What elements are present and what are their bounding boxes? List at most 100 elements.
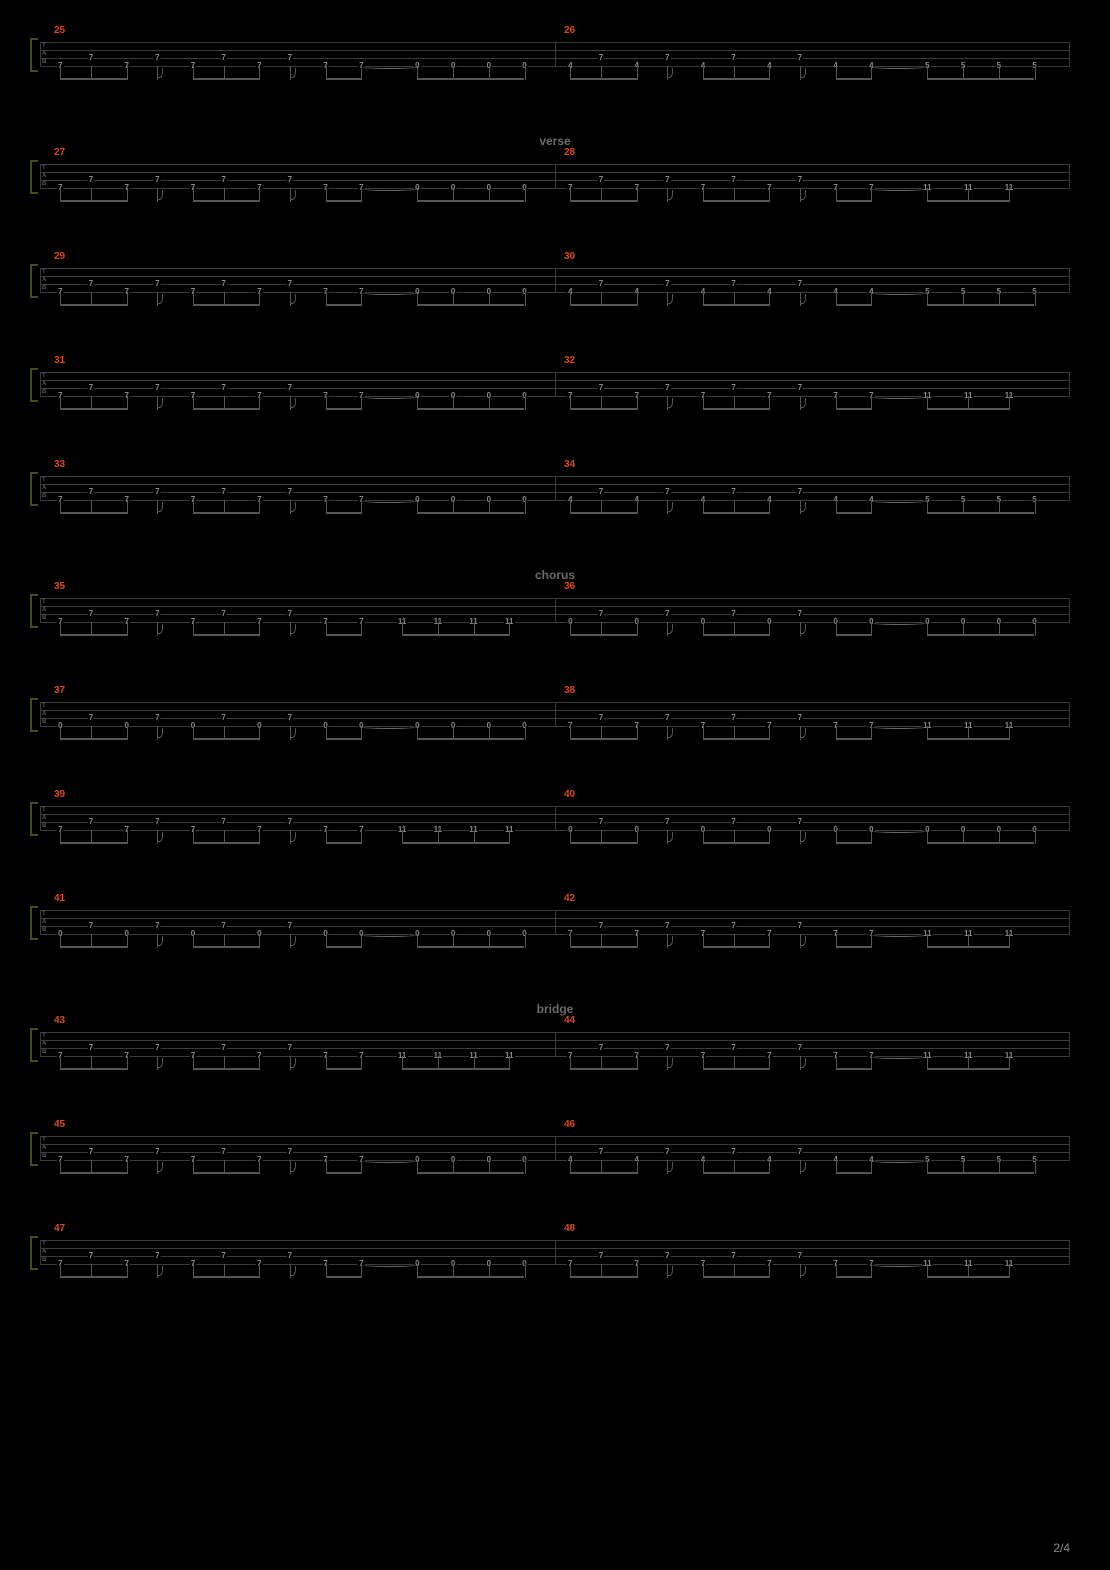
beam	[417, 1276, 524, 1278]
note-stem	[361, 830, 362, 844]
note-stem	[769, 188, 770, 202]
note-stem	[525, 188, 526, 202]
tab-note: 7	[287, 54, 293, 62]
system-bracket	[30, 1236, 38, 1270]
tab-letter: T	[42, 1137, 46, 1143]
page-number: 2/4	[1053, 1541, 1070, 1555]
note-flag	[290, 502, 296, 512]
tab-letter: T	[42, 477, 46, 483]
tab-letter: A	[42, 607, 46, 613]
beam	[836, 634, 872, 636]
beam	[927, 634, 1034, 636]
measure-number: 40	[564, 789, 575, 800]
note-stem	[769, 396, 770, 410]
system-bracket	[30, 472, 38, 506]
note-stem	[127, 726, 128, 740]
note-stem	[259, 622, 260, 636]
note-stem	[361, 1160, 362, 1174]
note-stem	[259, 292, 260, 306]
tab-note: 7	[88, 54, 94, 62]
beam	[836, 408, 872, 410]
tie	[361, 395, 417, 399]
tab-letter: A	[42, 173, 46, 179]
beam	[60, 1172, 126, 1174]
note-stem	[871, 830, 872, 844]
note-stem	[871, 1056, 872, 1070]
tab-note: 7	[88, 488, 94, 496]
tie	[361, 1263, 417, 1267]
tab-note: 7	[598, 922, 604, 930]
note-stem	[769, 830, 770, 844]
beam	[60, 512, 126, 514]
tab-note: 7	[154, 714, 160, 722]
beam	[60, 200, 126, 202]
tab-system: TAB29777777777700003047474747445555	[40, 256, 1070, 308]
tie	[871, 499, 927, 503]
tab-note: 7	[287, 818, 293, 826]
note-flag	[157, 398, 163, 408]
note-stem	[127, 500, 128, 514]
tab-note: 7	[598, 488, 604, 496]
tie	[871, 291, 927, 295]
note-flag	[667, 294, 673, 304]
tab-note: 7	[154, 488, 160, 496]
note-stem	[361, 1056, 362, 1070]
tab-note: 7	[797, 818, 803, 826]
tab-note: 7	[797, 488, 803, 496]
note-stem	[769, 1160, 770, 1174]
tab-note: 7	[154, 818, 160, 826]
measure-number: 36	[564, 581, 575, 592]
tab-note: 7	[598, 714, 604, 722]
beam	[193, 304, 259, 306]
beam	[703, 78, 769, 80]
barline	[1069, 164, 1070, 188]
note-flag	[157, 1058, 163, 1068]
note-stem	[1009, 1264, 1010, 1278]
barline	[555, 476, 556, 500]
beam	[570, 408, 636, 410]
note-flag	[157, 502, 163, 512]
beam	[927, 1172, 1034, 1174]
note-stem	[637, 830, 638, 844]
tab-note: 7	[598, 1148, 604, 1156]
tie	[871, 829, 927, 833]
barline	[555, 598, 556, 622]
tab-letter: A	[42, 1041, 46, 1047]
beam	[703, 946, 769, 948]
note-stem	[525, 500, 526, 514]
note-flag	[157, 832, 163, 842]
beam	[417, 408, 524, 410]
barline	[1069, 476, 1070, 500]
tab-note: 7	[730, 54, 736, 62]
beam	[703, 200, 769, 202]
tab-note: 7	[88, 280, 94, 288]
beam	[927, 946, 1009, 948]
note-stem	[769, 292, 770, 306]
note-stem	[509, 830, 510, 844]
barline	[40, 42, 41, 66]
tab-system: TAB3177777777770000327777777777111111	[40, 360, 1070, 412]
note-stem	[259, 934, 260, 948]
tab-letter: T	[42, 599, 46, 605]
tab-note: 7	[730, 1148, 736, 1156]
note-stem	[637, 292, 638, 306]
tab-note: 7	[797, 54, 803, 62]
tab-note: 7	[220, 922, 226, 930]
note-stem	[871, 1160, 872, 1174]
tab-letter: A	[42, 381, 46, 387]
tie	[871, 1055, 927, 1059]
note-stem	[769, 1264, 770, 1278]
tie	[361, 725, 417, 729]
tab-note: 7	[664, 714, 670, 722]
tab-note: 7	[598, 1044, 604, 1052]
tab-letter: A	[42, 485, 46, 491]
note-stem	[871, 1264, 872, 1278]
beam	[570, 1068, 636, 1070]
note-flag	[800, 1162, 806, 1172]
tab-note: 7	[730, 818, 736, 826]
tab-letter: B	[42, 927, 46, 933]
tab-letter: B	[42, 181, 46, 187]
tab-note: 7	[220, 488, 226, 496]
beam	[193, 1068, 259, 1070]
note-stem	[127, 1264, 128, 1278]
